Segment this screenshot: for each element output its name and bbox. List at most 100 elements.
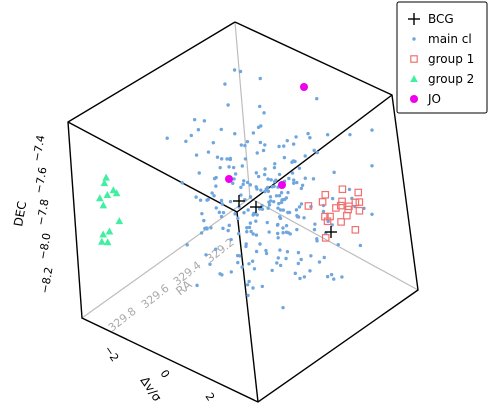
main-cl-point bbox=[285, 250, 290, 254]
main-cl-point bbox=[259, 124, 263, 128]
group-1-point bbox=[344, 205, 352, 214]
group-2-point bbox=[115, 217, 124, 225]
main-cl-point bbox=[281, 305, 285, 310]
jo-point bbox=[300, 83, 308, 91]
main-cl-point bbox=[235, 253, 240, 258]
main-cl-point bbox=[251, 131, 256, 135]
main-cl-point bbox=[198, 198, 203, 202]
main-cl-point bbox=[219, 157, 224, 161]
main-cl-point bbox=[200, 211, 204, 216]
group-1-point bbox=[351, 198, 360, 207]
main-cl-point bbox=[276, 206, 280, 210]
group-2-point bbox=[102, 173, 110, 181]
main-cl-point bbox=[227, 165, 231, 169]
main-cl-point bbox=[297, 205, 302, 209]
main-cl-point bbox=[296, 261, 301, 266]
main-cl-point bbox=[296, 250, 301, 255]
main-cl-point bbox=[370, 164, 374, 168]
main-cl-point bbox=[265, 220, 269, 225]
main-cl-point bbox=[214, 206, 218, 210]
main-cl-point bbox=[197, 171, 201, 175]
main-cl-point bbox=[266, 177, 270, 181]
main-cl-point bbox=[241, 182, 245, 187]
legend: BCG main cl group 1 group 2 JO bbox=[396, 1, 488, 114]
main-cl-point bbox=[236, 260, 240, 265]
dec-tick-2: −7.6 bbox=[32, 166, 49, 195]
main-cl-point bbox=[245, 180, 250, 185]
main-cl-point bbox=[297, 166, 302, 171]
group-1-point bbox=[321, 212, 329, 221]
main-cl-point bbox=[295, 215, 300, 219]
main-cl-point bbox=[251, 286, 255, 290]
main-cl-point bbox=[233, 132, 237, 136]
main-cl-point bbox=[231, 165, 236, 170]
main-cl-point bbox=[218, 272, 222, 276]
main-cl-point bbox=[279, 191, 284, 195]
main-cl-point bbox=[240, 265, 244, 269]
main-cl-point bbox=[309, 254, 313, 258]
main-cl-point bbox=[233, 212, 237, 216]
main-cl-point bbox=[321, 209, 326, 214]
front-edge-1 bbox=[67, 121, 238, 213]
legend-marker-jo bbox=[410, 95, 418, 103]
main-cl-point bbox=[244, 244, 248, 249]
main-cl-point bbox=[204, 226, 209, 230]
legend-label-group2: group 2 bbox=[428, 72, 474, 86]
main-cl-point bbox=[243, 157, 248, 161]
group-1-point bbox=[338, 185, 347, 194]
main-cl-point bbox=[248, 183, 253, 187]
main-cl-point bbox=[240, 164, 245, 168]
main-cl-point bbox=[229, 237, 233, 242]
main-cl-point bbox=[227, 223, 231, 228]
main-cl-point bbox=[336, 242, 340, 247]
main-cl-point bbox=[281, 226, 285, 230]
group-2-point bbox=[99, 201, 108, 209]
main-cl-point bbox=[315, 97, 319, 101]
main-cl-point bbox=[312, 227, 317, 232]
main-cl-point bbox=[294, 135, 298, 139]
main-cl-point bbox=[271, 199, 276, 204]
main-cl-point bbox=[236, 231, 241, 236]
legend-label-main: main cl bbox=[428, 32, 472, 46]
legend-label-jo: JO bbox=[427, 92, 441, 106]
main-cl-point bbox=[269, 178, 273, 182]
main-cl-point bbox=[262, 172, 267, 177]
main-cl-point bbox=[247, 279, 251, 284]
main-cl-point bbox=[272, 179, 277, 184]
main-cl-point bbox=[275, 261, 279, 265]
main-cl-point bbox=[202, 119, 207, 123]
main-cl-point bbox=[315, 237, 319, 241]
main-cl-point bbox=[219, 214, 224, 219]
legend-label-bcg: BCG bbox=[428, 12, 454, 26]
main-cl-point bbox=[209, 226, 213, 230]
main-cl-point bbox=[184, 139, 188, 144]
main-cl-point bbox=[264, 187, 268, 191]
main-cl-point bbox=[266, 189, 271, 193]
main-cl-point bbox=[245, 226, 249, 230]
main-cl-point bbox=[254, 233, 259, 237]
main-cl-point bbox=[306, 131, 310, 136]
main-cl-point bbox=[348, 132, 352, 137]
dec-tick-4: −8.0 bbox=[36, 232, 53, 261]
main-cl-point bbox=[247, 225, 252, 230]
main-cl-point bbox=[263, 143, 267, 147]
dec-tick-1: −7.4 bbox=[30, 134, 47, 163]
group-1-point bbox=[332, 204, 340, 212]
series-group-1 bbox=[304, 185, 364, 242]
main-cl-point bbox=[260, 207, 265, 211]
group-2-point bbox=[98, 237, 106, 245]
main-cl-point bbox=[276, 256, 281, 260]
main-cl-point bbox=[284, 256, 288, 261]
main-cl-point bbox=[266, 206, 270, 210]
ra-tick-2: 329.6 bbox=[139, 282, 172, 312]
main-cl-point bbox=[246, 208, 250, 212]
main-cl-point bbox=[206, 150, 211, 154]
main-cl-point bbox=[292, 178, 296, 182]
main-cl-point bbox=[215, 155, 220, 159]
main-cl-point bbox=[294, 208, 299, 212]
main-cl-point bbox=[292, 181, 296, 185]
main-cl-point bbox=[258, 242, 262, 246]
main-cl-point bbox=[295, 180, 299, 185]
main-cl-point bbox=[277, 194, 282, 198]
main-cl-point bbox=[248, 195, 253, 199]
